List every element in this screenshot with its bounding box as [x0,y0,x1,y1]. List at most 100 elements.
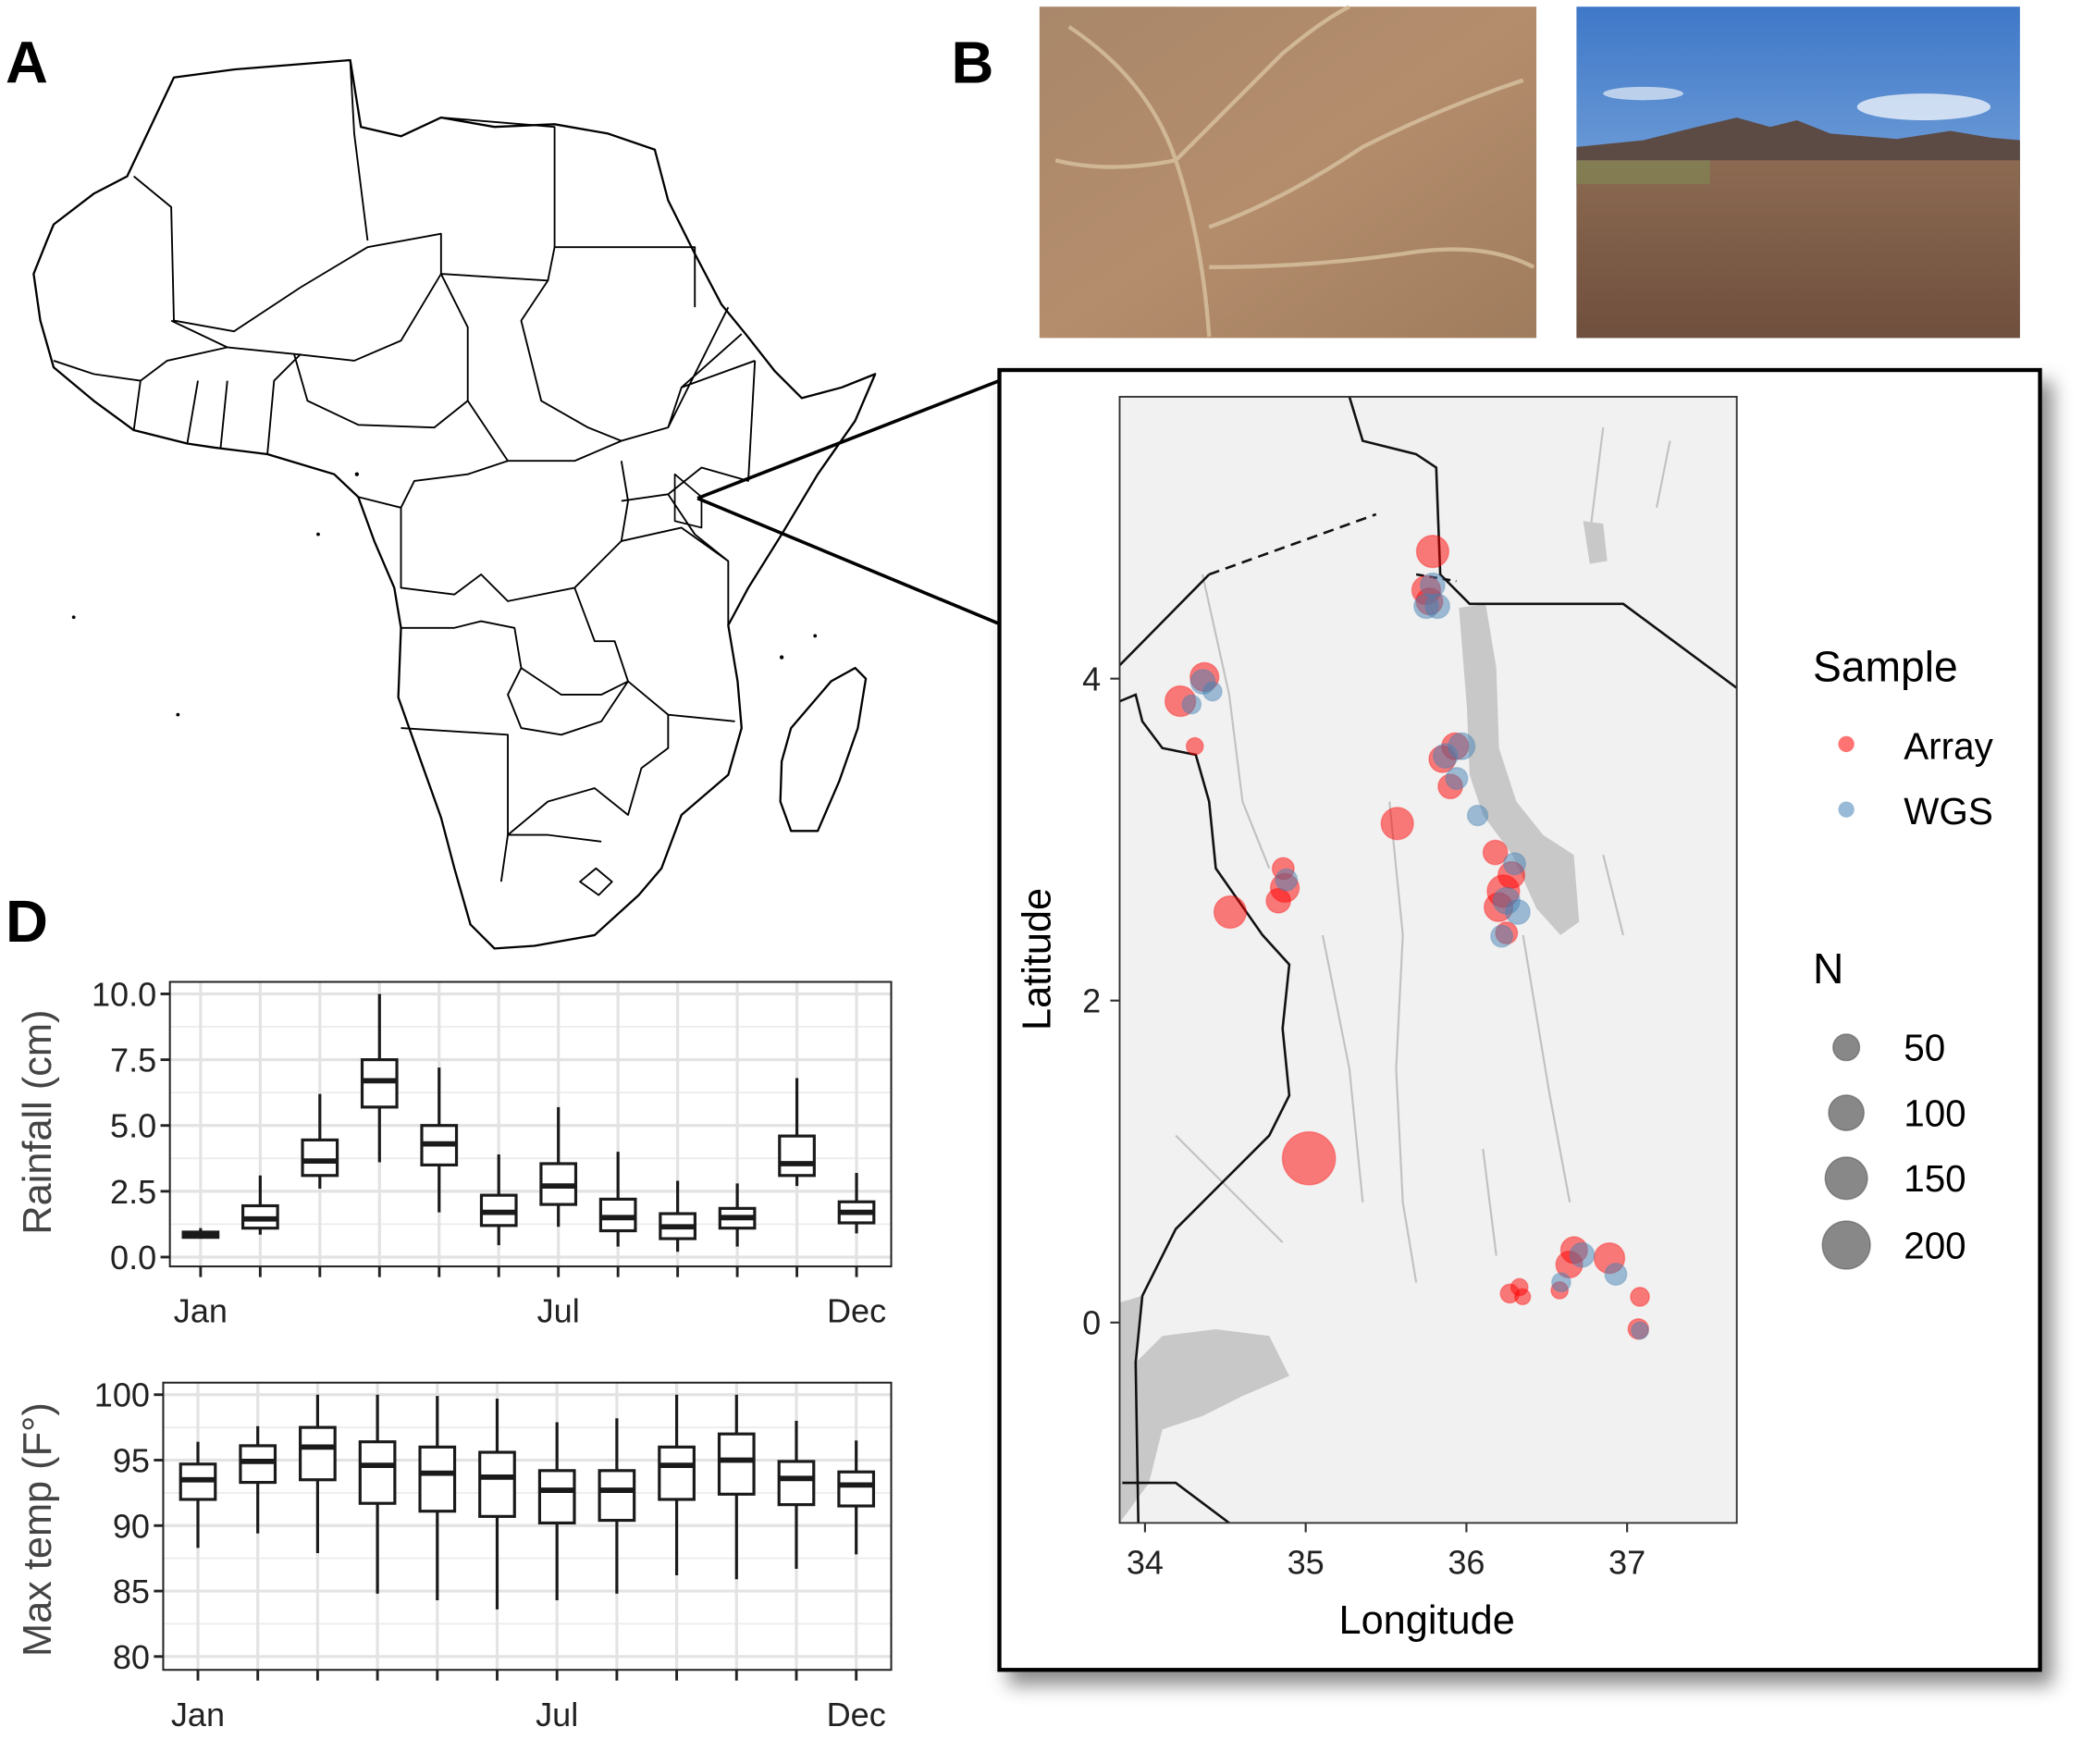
sample-points [1164,534,1650,1340]
sample-point-array [1513,1288,1532,1306]
legend-size-label: 50 [1904,1027,1945,1069]
sample-point-array [1185,736,1204,756]
legend-size-entries: 50 100 150 200 [1821,1027,1966,1270]
sample-point-array [1482,839,1509,866]
zoom-connector-lines [696,378,1001,626]
sample-point-wgs [1432,743,1459,770]
legend-array-swatch [1838,735,1855,753]
sample-point-wgs [1275,868,1299,892]
islands [71,472,818,717]
country-borders [53,59,757,896]
y-tick-label: 2.5 [110,1173,156,1211]
y-tick-label: 2 [1082,982,1101,1020]
box-iqr [301,1138,339,1178]
country-borders-inset [1119,396,1737,1523]
map-axes: 34 35 36 37 0 2 4 [1082,660,1645,1582]
sample-point-wgs [1490,924,1514,948]
box-iqr [358,1440,397,1505]
box-iqr [717,1432,756,1496]
panel-label-d: D [6,889,48,955]
sample-point-wgs [1631,1321,1649,1340]
box-iqr [299,1425,337,1482]
madagascar [779,666,868,833]
africa-map [32,58,877,950]
sample-point-wgs [1413,593,1439,620]
box-iqr [658,1445,696,1501]
box-iqr [837,1470,876,1508]
sample-point-wgs [1569,1241,1596,1268]
y-tick-label: 80 [113,1638,150,1676]
y-tick-label: 100 [94,1376,150,1414]
x-tick-label: Jul [536,1696,578,1733]
box-iqr [537,1469,576,1525]
legend-n-title: N [1813,944,1843,993]
sample-point-array [1281,1130,1337,1186]
y-tick-label: 85 [113,1573,150,1610]
x-tick-label: 37 [1608,1543,1645,1581]
legend-array-label: Array [1904,724,1993,767]
box-iqr [598,1469,636,1523]
y-tick-label: 0 [1082,1304,1101,1342]
rainfall-boxplot: Jan Jul Dec 0.0 2.5 5.0 7.5 10.0 [92,975,893,1330]
x-tick-label: 34 [1127,1543,1164,1581]
africa-outline [32,58,877,950]
lake-victoria [1119,1295,1289,1523]
sample-point-array [1265,887,1292,914]
box-iqr [777,1460,816,1507]
x-tick-label: Dec [827,1696,886,1733]
box-iqr [418,1445,457,1513]
lake-small [1583,521,1608,564]
terrain-ridges [1175,427,1671,1283]
x-tick-label: Jan [174,1292,228,1330]
y-tick-label: 10.0 [92,975,156,1013]
y-tick-label: 95 [113,1441,150,1479]
panel-label-a: A [6,31,48,96]
x-tick-label: Jul [537,1292,580,1330]
map-x-axis-title: Longitude [1339,1598,1515,1643]
sample-point-wgs [1181,694,1202,715]
y-tick-label: 4 [1082,660,1101,698]
sample-point-wgs [1604,1262,1628,1287]
lake-turkana [1459,603,1580,935]
sample-point-wgs [1502,852,1527,876]
focus-region [673,473,703,529]
map-y-axis-title: Latitude [1015,888,1059,1030]
legend-wgs-swatch [1838,801,1855,818]
legend-size-label: 200 [1904,1224,1966,1266]
y-tick-label: 90 [113,1507,150,1545]
x-tick-label: 36 [1448,1543,1485,1581]
sample-point-wgs [1202,681,1223,702]
legend-size-label: 150 [1904,1157,1966,1200]
box-iqr [778,1134,816,1178]
box-iqr [478,1450,516,1518]
sample-point-wgs [1445,766,1469,791]
legend-size-swatch [1831,1033,1861,1062]
sample-point-wgs [1550,1272,1571,1293]
temp-y-axis-title: Max temp (F°) [16,1402,60,1657]
sample-point-array [1380,807,1414,841]
photo-aerial-landscape [1039,5,1537,339]
legend-size-swatch [1821,1220,1871,1270]
max-temp-boxplot: Jan Jul Dec 80 85 90 95 100 [94,1376,893,1733]
sample-point-array [1415,534,1450,569]
y-tick-label: 7.5 [110,1042,156,1079]
legend-size-swatch [1828,1094,1866,1131]
y-tick-label: 0.0 [110,1239,156,1277]
sample-map: 34 35 36 37 0 2 4 Longitude Latitude [1015,395,1738,1643]
sample-point-array [1630,1286,1650,1307]
rainfall-y-axis-title: Rainfall (cm) [16,1010,60,1235]
map-legend: Sample Array WGS N 50 100 150 200 [1813,643,1994,1270]
legend-sample-title: Sample [1813,643,1958,691]
plot-border [162,1381,893,1671]
panel-label-b: B [952,31,994,96]
x-tick-label: Jan [171,1696,225,1733]
plot-border [168,981,893,1268]
legend-size-label: 100 [1904,1092,1966,1134]
y-tick-label: 5.0 [110,1107,156,1145]
x-tick-label: 35 [1288,1543,1325,1581]
photo-ground-landscape [1576,6,2020,339]
sample-point-wgs [1466,804,1489,827]
legend-size-swatch [1824,1156,1868,1201]
sample-point-array [1213,894,1248,930]
